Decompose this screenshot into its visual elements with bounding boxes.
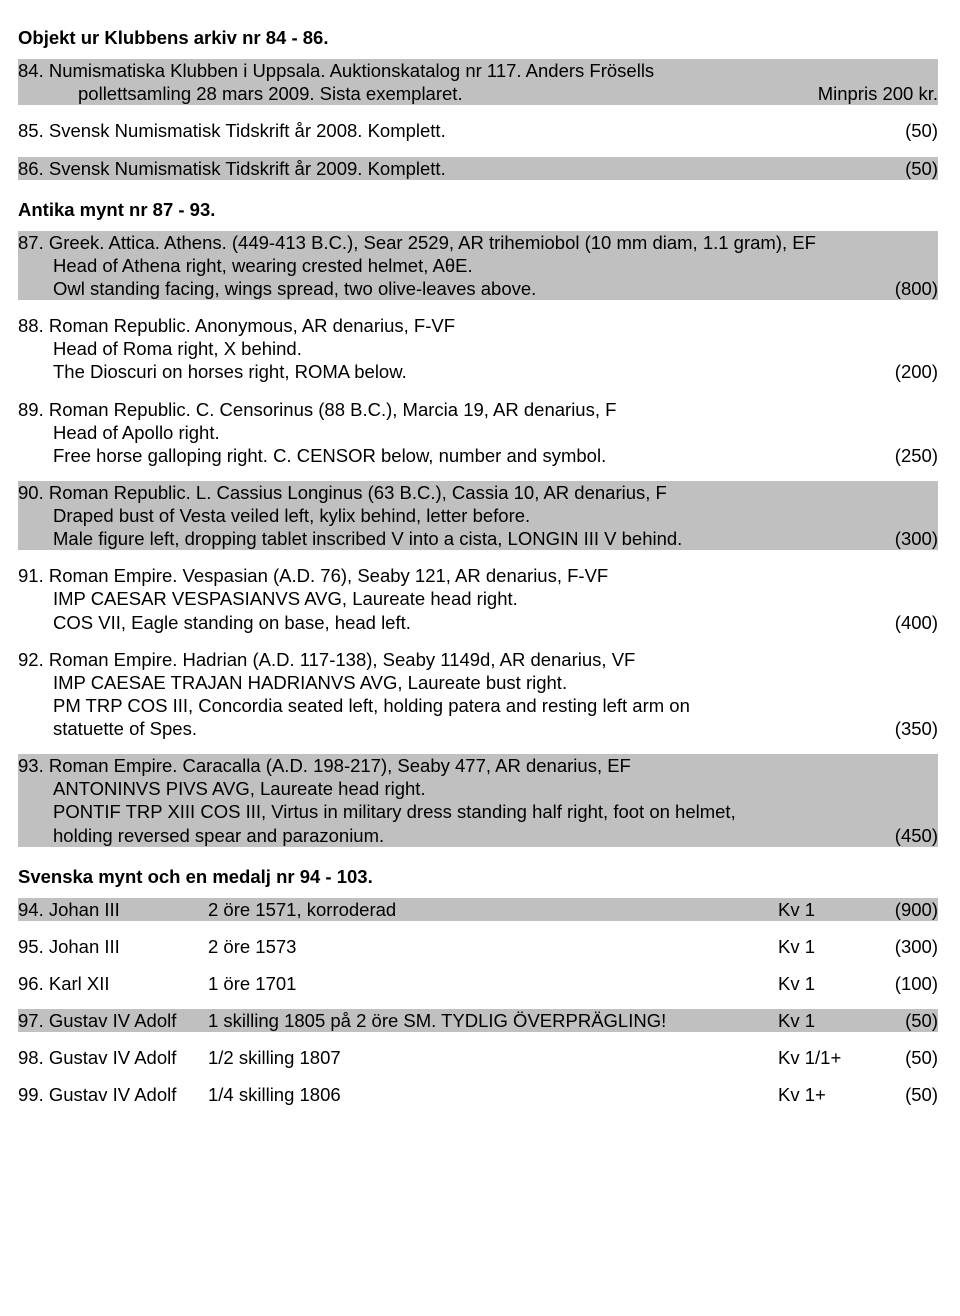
lot-desc: 2 öre 1571, korroderad: [208, 898, 778, 921]
lot-88: 88. Roman Republic. Anonymous, AR denari…: [18, 314, 938, 383]
lot-84: 84. Numismatiska Klubben i Uppsala. Aukt…: [18, 59, 938, 105]
lot-number: 99. Gustav IV Adolf: [18, 1083, 208, 1106]
price: (900): [868, 898, 938, 921]
price: (50): [895, 157, 938, 180]
lot-85: 85. Svensk Numismatisk Tidskrift år 2008…: [18, 119, 938, 142]
price: (50): [868, 1083, 938, 1106]
section-heading: Antika mynt nr 87 - 93.: [18, 198, 938, 221]
lot-line: 86. Svensk Numismatisk Tidskrift år 2009…: [18, 157, 895, 180]
lot-number: 94. Johan III: [18, 898, 208, 921]
lot-desc: 2 öre 1573: [208, 935, 778, 958]
lot-line: Draped bust of Vesta veiled left, kylix …: [18, 504, 938, 527]
lot-line: 90. Roman Republic. L. Cassius Longinus …: [18, 481, 938, 504]
lot-94: 94. Johan III 2 öre 1571, korroderad Kv …: [18, 898, 938, 921]
lot-line: IMP CAESAR VESPASIANVS AVG, Laureate hea…: [18, 587, 938, 610]
lot-line: 84. Numismatiska Klubben i Uppsala. Aukt…: [18, 59, 938, 82]
price: (200): [885, 360, 938, 383]
price: (50): [895, 119, 938, 142]
lot-desc: 1 öre 1701: [208, 972, 778, 995]
lot-91: 91. Roman Empire. Vespasian (A.D. 76), S…: [18, 564, 938, 633]
lot-kv: Kv 1: [778, 935, 868, 958]
price: (100): [868, 972, 938, 995]
price: (350): [885, 717, 938, 740]
price: (250): [885, 444, 938, 467]
lot-line: ANTONINVS PIVS AVG, Laureate head right.: [18, 777, 938, 800]
lot-line: PONTIF TRP XIII COS III, Virtus in milit…: [18, 800, 938, 823]
lot-line: 91. Roman Empire. Vespasian (A.D. 76), S…: [18, 564, 938, 587]
minpris: Minpris 200 kr.: [808, 82, 938, 105]
lot-line: statuette of Spes.: [18, 717, 885, 740]
lot-line: 89. Roman Republic. C. Censorinus (88 B.…: [18, 398, 938, 421]
price: (50): [868, 1046, 938, 1069]
lot-line: 85. Svensk Numismatisk Tidskrift år 2008…: [18, 119, 895, 142]
lot-kv: Kv 1+: [778, 1083, 868, 1106]
lot-95: 95. Johan III 2 öre 1573 Kv 1 (300): [18, 935, 938, 958]
lot-line: Head of Athena right, wearing crested he…: [18, 254, 938, 277]
price: (800): [885, 277, 938, 300]
lot-number: 97. Gustav IV Adolf: [18, 1009, 208, 1032]
lot-99: 99. Gustav IV Adolf 1/4 skilling 1806 Kv…: [18, 1083, 938, 1106]
lot-kv: Kv 1: [778, 1009, 868, 1032]
lot-number: 98. Gustav IV Adolf: [18, 1046, 208, 1069]
lot-87: 87. Greek. Attica. Athens. (449-413 B.C.…: [18, 231, 938, 300]
lot-line: PM TRP COS III, Concordia seated left, h…: [18, 694, 938, 717]
lot-90: 90. Roman Republic. L. Cassius Longinus …: [18, 481, 938, 550]
lot-96: 96. Karl XII 1 öre 1701 Kv 1 (100): [18, 972, 938, 995]
lot-line: Owl standing facing, wings spread, two o…: [18, 277, 885, 300]
price: (300): [868, 935, 938, 958]
lot-line: 87. Greek. Attica. Athens. (449-413 B.C.…: [18, 231, 938, 254]
section-heading: Svenska mynt och en medalj nr 94 - 103.: [18, 865, 938, 888]
lot-line: Head of Apollo right.: [18, 421, 938, 444]
lot-kv: Kv 1/1+: [778, 1046, 868, 1069]
lot-line: 93. Roman Empire. Caracalla (A.D. 198-21…: [18, 754, 938, 777]
lot-kv: Kv 1: [778, 972, 868, 995]
lot-line: 92. Roman Empire. Hadrian (A.D. 117-138)…: [18, 648, 938, 671]
price: (50): [868, 1009, 938, 1032]
lot-desc: 1 skilling 1805 på 2 öre SM. TYDLIG ÖVER…: [208, 1009, 778, 1032]
lot-number: 96. Karl XII: [18, 972, 208, 995]
price: (300): [885, 527, 938, 550]
lot-93: 93. Roman Empire. Caracalla (A.D. 198-21…: [18, 754, 938, 847]
price: (450): [885, 824, 938, 847]
lot-98: 98. Gustav IV Adolf 1/2 skilling 1807 Kv…: [18, 1046, 938, 1069]
lot-line: IMP CAESAE TRAJAN HADRIANVS AVG, Laureat…: [18, 671, 938, 694]
lot-89: 89. Roman Republic. C. Censorinus (88 B.…: [18, 398, 938, 467]
price: (400): [885, 611, 938, 634]
lot-line: Free horse galloping right. C. CENSOR be…: [18, 444, 885, 467]
section-heading: Objekt ur Klubbens arkiv nr 84 - 86.: [18, 26, 938, 49]
lot-line: The Dioscuri on horses right, ROMA below…: [18, 360, 885, 383]
lot-line: holding reversed spear and parazonium.: [18, 824, 885, 847]
lot-line: COS VII, Eagle standing on base, head le…: [18, 611, 885, 634]
lot-line: pollettsamling 28 mars 2009. Sista exemp…: [18, 82, 808, 105]
lot-line: Male figure left, dropping tablet inscri…: [18, 527, 885, 550]
lot-line: 88. Roman Republic. Anonymous, AR denari…: [18, 314, 938, 337]
lot-97: 97. Gustav IV Adolf 1 skilling 1805 på 2…: [18, 1009, 938, 1032]
lot-92: 92. Roman Empire. Hadrian (A.D. 117-138)…: [18, 648, 938, 741]
lot-desc: 1/4 skilling 1806: [208, 1083, 778, 1106]
lot-kv: Kv 1: [778, 898, 868, 921]
lot-line: Head of Roma right, X behind.: [18, 337, 938, 360]
lot-number: 95. Johan III: [18, 935, 208, 958]
lot-86: 86. Svensk Numismatisk Tidskrift år 2009…: [18, 157, 938, 180]
lot-desc: 1/2 skilling 1807: [208, 1046, 778, 1069]
